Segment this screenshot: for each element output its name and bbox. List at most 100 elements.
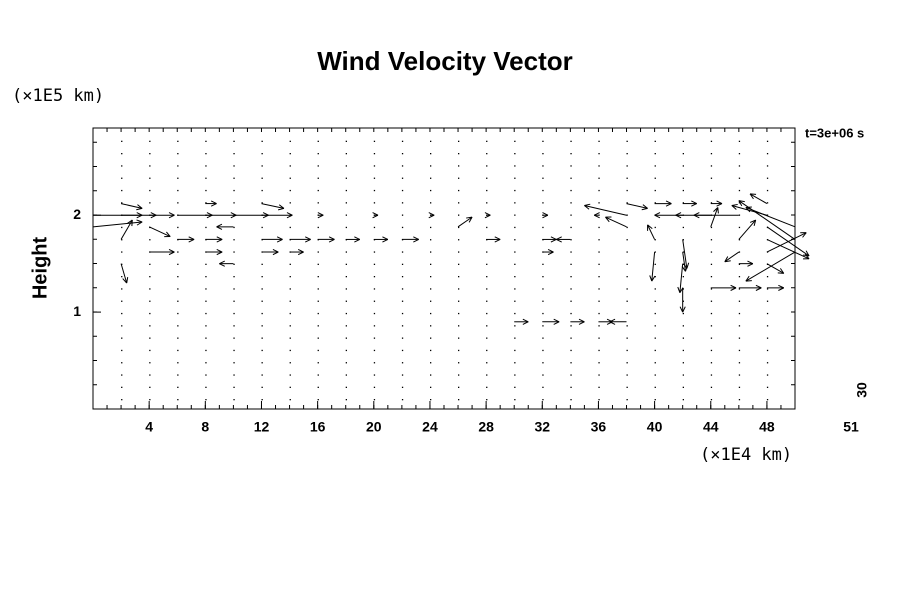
calm-dot [655, 374, 656, 375]
calm-dot [374, 387, 375, 388]
calm-dot [683, 141, 684, 142]
calm-dot [655, 264, 656, 265]
calm-dot [149, 374, 150, 375]
calm-dot [402, 178, 403, 179]
calm-dot [149, 313, 150, 314]
calm-dot [374, 338, 375, 339]
calm-dot [430, 288, 431, 289]
calm-dot [177, 338, 178, 339]
calm-dot [739, 338, 740, 339]
calm-dot [205, 141, 206, 142]
calm-dot [430, 338, 431, 339]
calm-dot [542, 178, 543, 179]
calm-dot [318, 362, 319, 363]
calm-dot [458, 288, 459, 289]
calm-dot [598, 288, 599, 289]
calm-dot [121, 387, 122, 388]
calm-dot [627, 325, 628, 326]
calm-dot [514, 153, 515, 154]
calm-dot [627, 264, 628, 265]
calm-dot [374, 350, 375, 351]
calm-dot [458, 178, 459, 179]
calm-dot [711, 374, 712, 375]
calm-dot [655, 288, 656, 289]
calm-dot [402, 141, 403, 142]
calm-dot [374, 190, 375, 191]
calm-dot [233, 178, 234, 179]
calm-dot [346, 325, 347, 326]
calm-dot [486, 387, 487, 388]
calm-dot [598, 227, 599, 228]
calm-dot [767, 276, 768, 277]
calm-dot [514, 239, 515, 240]
calm-dot [683, 190, 684, 191]
calm-dot [374, 202, 375, 203]
calm-dot [374, 141, 375, 142]
calm-dot [598, 276, 599, 277]
calm-dot [514, 264, 515, 265]
calm-dot [318, 374, 319, 375]
calm-dot [627, 239, 628, 240]
calm-dot [318, 251, 319, 252]
calm-dot [655, 362, 656, 363]
calm-dot [149, 178, 150, 179]
calm-dot [290, 276, 291, 277]
calm-dot [149, 202, 150, 203]
calm-dot [598, 374, 599, 375]
calm-dot [486, 313, 487, 314]
x-unit-label: (×1E4 km) [700, 445, 792, 465]
time-label: t=3e+06 s [805, 125, 864, 140]
calm-dot [683, 276, 684, 277]
x-tick-label: 40 [647, 419, 663, 435]
calm-dot [205, 350, 206, 351]
calm-dot [458, 165, 459, 166]
calm-dot [486, 227, 487, 228]
calm-dot [205, 362, 206, 363]
chart-title: Wind Velocity Vector [317, 46, 573, 76]
x-tick-label: 28 [478, 419, 494, 435]
calm-dot [149, 190, 150, 191]
calm-dot [627, 350, 628, 351]
calm-dot [262, 338, 263, 339]
calm-dot [262, 374, 263, 375]
calm-dot [458, 264, 459, 265]
calm-dot [318, 178, 319, 179]
calm-dot [514, 362, 515, 363]
calm-dot [233, 165, 234, 166]
calm-dot [233, 338, 234, 339]
calm-dot [570, 325, 571, 326]
calm-dot [318, 141, 319, 142]
calm-dot [149, 153, 150, 154]
calm-dot [598, 215, 599, 216]
calm-dot [683, 178, 684, 179]
calm-dot [683, 399, 684, 400]
calm-dot [402, 288, 403, 289]
calm-dot [598, 387, 599, 388]
calm-dot [514, 276, 515, 277]
calm-dot [121, 325, 122, 326]
calm-dot [486, 338, 487, 339]
calm-dot [430, 141, 431, 142]
calm-dot [121, 338, 122, 339]
calm-dot [514, 202, 515, 203]
calm-dot [121, 227, 122, 228]
calm-dot [205, 153, 206, 154]
calm-dot [374, 276, 375, 277]
calm-dot [149, 301, 150, 302]
calm-dot [711, 399, 712, 400]
calm-dot [486, 399, 487, 400]
calm-dot [346, 276, 347, 277]
calm-dot [598, 202, 599, 203]
calm-dot [542, 325, 543, 326]
calm-dot [655, 190, 656, 191]
calm-dot [346, 215, 347, 216]
calm-dot [458, 153, 459, 154]
calm-dot [290, 374, 291, 375]
calm-dot [374, 362, 375, 363]
calm-dot [570, 276, 571, 277]
calm-dot [542, 190, 543, 191]
calm-dot [570, 153, 571, 154]
calm-dot [121, 276, 122, 277]
calm-dot [598, 165, 599, 166]
